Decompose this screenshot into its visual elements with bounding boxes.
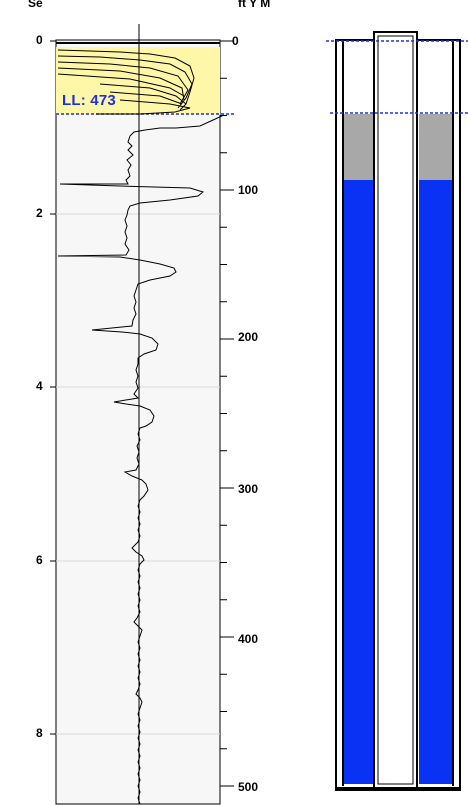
annulus-left-fluid (343, 180, 373, 784)
left-axis-unit: Se (28, 0, 43, 10)
annulus-right-gas (419, 114, 453, 180)
liquid-level-label: LL: 473 (62, 92, 116, 109)
right-tick-label: 100 (238, 183, 259, 197)
right-tick-label: 500 (238, 780, 259, 794)
right-axis-ticks (220, 40, 234, 787)
right-axis-unit: ft Y M (238, 0, 271, 10)
left-tick-label: 2 (36, 206, 43, 220)
right-tick-label: 200 (238, 330, 259, 344)
left-tick-label: 8 (36, 726, 43, 740)
left-tick-label: 4 (36, 379, 43, 393)
right-tick-label: 0 (232, 34, 239, 48)
tubing (373, 31, 418, 789)
acoustic-trace (57, 114, 225, 805)
acoustic-log-chart (50, 24, 236, 805)
left-tick-label: 0 (36, 33, 43, 47)
left-tick-label: 6 (36, 553, 43, 567)
annulus-left-gas (343, 114, 373, 180)
right-tick-label: 400 (238, 632, 259, 646)
right-tick-label: 300 (238, 482, 259, 496)
reflection-trace (57, 49, 195, 115)
casing-outer (335, 39, 461, 791)
left-axis-ticks (50, 40, 56, 735)
annulus-right-fluid (419, 180, 453, 784)
